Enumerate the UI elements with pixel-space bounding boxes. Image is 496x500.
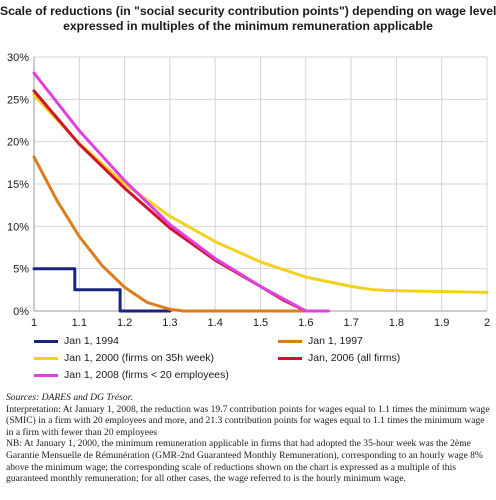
line-chart: 1 1.1 1.2 1.3 1.4 1.5 1.6 1.7 1.8 1.9 20%5%10%15%2… xyxy=(7,52,490,329)
y-tick-label: 30% xyxy=(7,52,29,64)
chart-grid xyxy=(33,56,488,312)
x-tick-label: 1.8 xyxy=(389,317,404,329)
x-tick-label: 1.2 xyxy=(117,317,132,329)
legend-item-1997: Jan 1, 1997 xyxy=(278,334,363,348)
x-tick-label: 2 xyxy=(484,317,490,329)
y-tick-label: 0% xyxy=(13,306,29,318)
chart-title-line2: expressed in multiples of the minimum re… xyxy=(63,19,433,33)
x-tick-label: 1.4 xyxy=(208,317,223,329)
x-tick-label: 1.9 xyxy=(434,317,449,329)
legend-swatch-1997 xyxy=(278,339,302,343)
series-line-4 xyxy=(32,71,330,313)
chart-title-line1: Scale of reductions (in "social security… xyxy=(0,4,496,18)
x-tick-label: 1.7 xyxy=(343,317,358,329)
x-tick-label: 1.5 xyxy=(253,317,268,329)
legend-label-1994: Jan 1, 1994 xyxy=(64,335,119,347)
legend-item-1994: Jan 1, 1994 xyxy=(34,334,119,348)
y-tick-label: 5% xyxy=(13,264,29,276)
legend-item-2006: Jan, 2006 (all firms) xyxy=(278,351,400,365)
legend-swatch-2000 xyxy=(34,356,58,360)
legend-swatch-2008 xyxy=(34,373,58,377)
chart-title: Scale of reductions (in "social security… xyxy=(0,4,496,34)
legend-label-2008: Jan 1, 2008 (firms < 20 employees) xyxy=(64,369,229,381)
legend-item-2000: Jan 1, 2000 (firms on 35h week) xyxy=(34,351,214,365)
series-line-0 xyxy=(32,267,172,313)
series-line-1 xyxy=(32,155,308,313)
x-tick-label: 1.3 xyxy=(162,317,177,329)
legend-label-2000: Jan 1, 2000 (firms on 35h week) xyxy=(64,352,214,364)
legend-swatch-1994 xyxy=(34,339,58,343)
chart-notes: Sources: DARES and DG Trésor. Interpreta… xyxy=(6,392,492,485)
x-tick-label: 1.6 xyxy=(298,317,313,329)
chart-series xyxy=(32,71,489,313)
legend-swatch-2006 xyxy=(278,356,302,360)
series-line-2 xyxy=(32,93,489,294)
legend-label-2006: Jan, 2006 (all firms) xyxy=(308,352,401,364)
legend-item-2008: Jan 1, 2008 (firms < 20 employees) xyxy=(34,368,229,382)
x-tick-label: 1 xyxy=(31,317,37,329)
source-note: Sources: DARES and DG Trésor. xyxy=(6,392,133,403)
nb-note: NB: At January 1, 2000, the minimum remu… xyxy=(6,438,483,485)
interpretation-note: Interpretation: At January 1, 2008, the … xyxy=(6,403,490,438)
x-tick-label: 1.1 xyxy=(72,317,87,329)
y-tick-label: 25% xyxy=(7,94,29,106)
legend-label-1997: Jan 1, 1997 xyxy=(308,335,363,347)
y-tick-label: 10% xyxy=(7,221,29,233)
y-tick-label: 20% xyxy=(7,137,29,149)
y-tick-label: 15% xyxy=(7,179,29,191)
chart-tick-labels: 1 1.1 1.2 1.3 1.4 1.5 1.6 1.7 1.8 1.9 20%5%10%15%2… xyxy=(7,52,490,329)
